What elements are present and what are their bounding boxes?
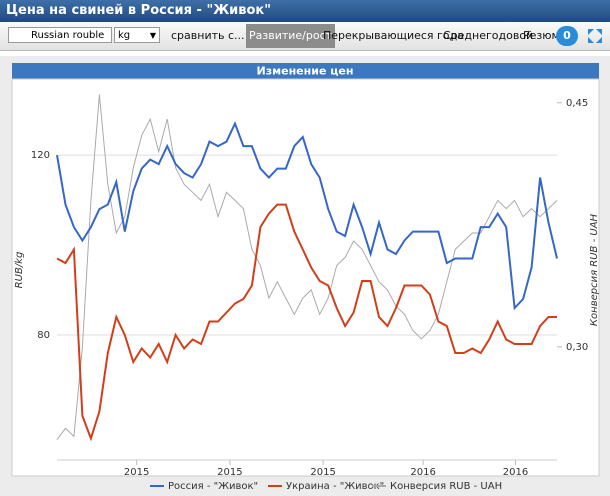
compare-button[interactable]: сравнить с... xyxy=(171,29,245,42)
y2-axis-label: Конверсия RUB - UAH xyxy=(589,213,600,326)
x-tick-label: 2015 xyxy=(217,467,242,478)
tab[interactable]: Резюме xyxy=(523,29,567,42)
y-axis-label: RUB/kg xyxy=(14,252,25,289)
unit-text: kg xyxy=(118,30,131,41)
series-line xyxy=(56,94,558,440)
badge[interactable]: 0 xyxy=(556,26,578,46)
expand-icon[interactable] xyxy=(586,27,604,45)
currency-select[interactable]: Russian rouble xyxy=(8,27,112,43)
window-title: Цена на свиней в Россия - "Живок" xyxy=(0,0,610,22)
tab[interactable]: Развитие/рост xyxy=(246,24,336,48)
legend-label: Украина - "Живок" xyxy=(286,481,384,492)
unit-select[interactable]: kg ▼ xyxy=(114,27,160,43)
tab[interactable]: Среднегодовой xyxy=(443,29,534,42)
x-tick-label: 2015 xyxy=(124,467,149,478)
chart-header xyxy=(12,63,599,79)
series-line xyxy=(56,121,558,311)
chart-title: Изменение цен xyxy=(257,65,354,78)
currency-text: Russian rouble xyxy=(31,30,105,41)
series-line xyxy=(56,203,557,442)
y-tick-label: 120 xyxy=(31,150,50,161)
tab[interactable]: Перекрывающиеся года xyxy=(323,29,464,42)
y2-tick-label: 0,45 xyxy=(566,98,588,109)
y2-tick-label: 0,30 xyxy=(566,342,588,353)
legend-label: Конверсия RUB - UAH xyxy=(390,481,502,492)
toolbar: Russian rouble kg ▼ сравнить с... Развити… xyxy=(0,22,610,51)
y-tick-label: 80 xyxy=(37,330,50,341)
x-tick-label: 2016 xyxy=(410,467,435,478)
x-tick-label: 2015 xyxy=(310,467,335,478)
x-tick-label: 2016 xyxy=(503,467,528,478)
legend-label: Россия - "Живок" xyxy=(168,481,258,492)
